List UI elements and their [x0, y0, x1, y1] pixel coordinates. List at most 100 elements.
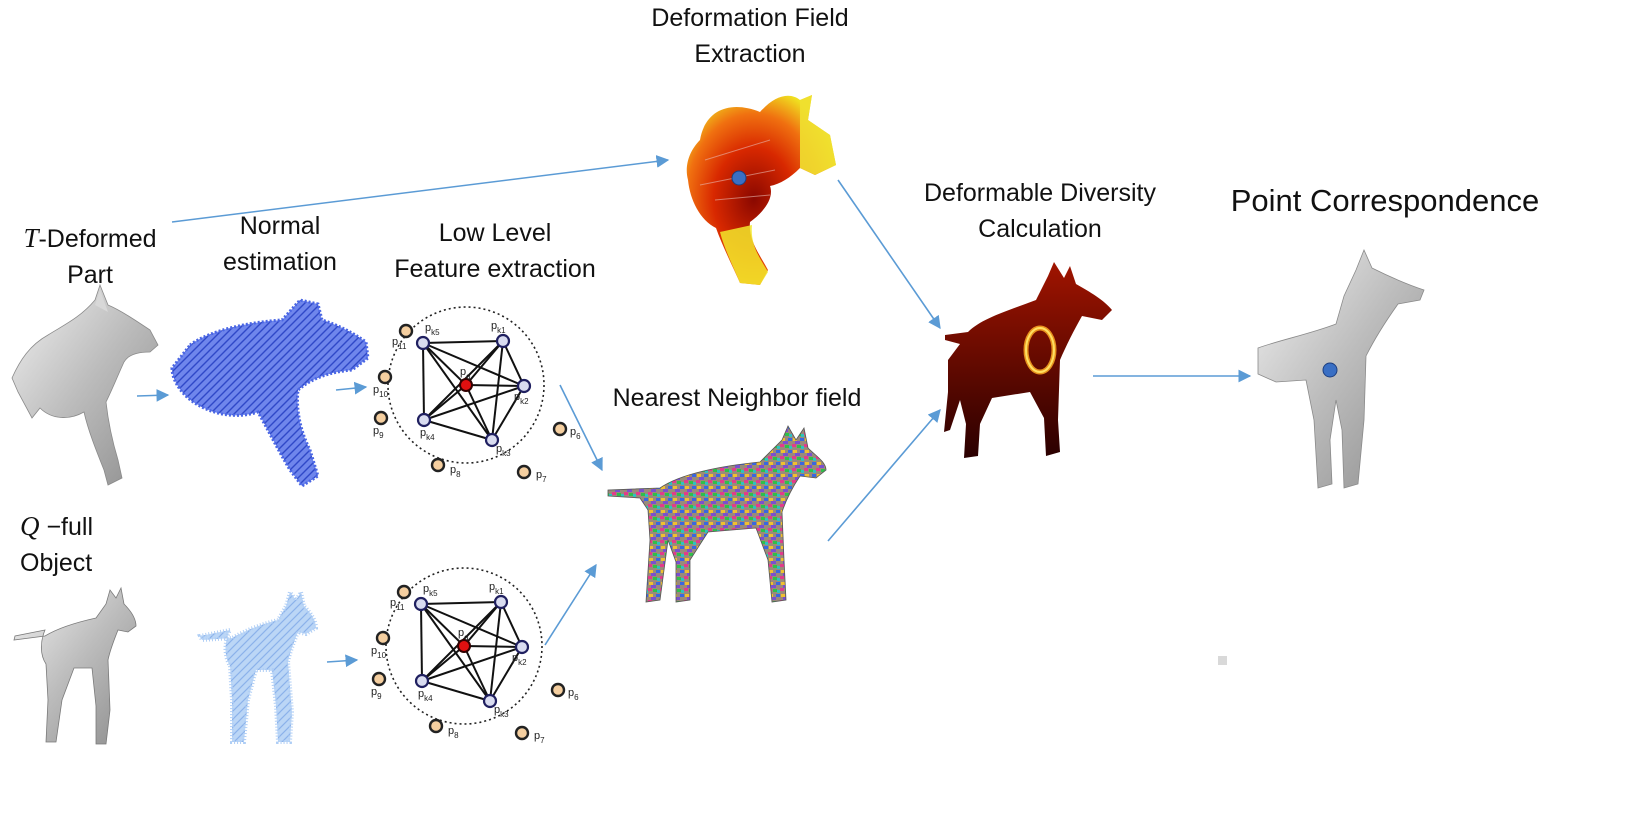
neighbor-node-k1 [493, 594, 509, 610]
low-level-label: Low Level Feature extraction [375, 215, 615, 287]
neighbor-label-k4-subscript: k4 [426, 433, 435, 442]
graph-edge [422, 342, 425, 421]
graph-edge [463, 645, 491, 702]
deformation-field-mesh [686, 95, 836, 285]
t-deformed-text: -Deformed [38, 225, 157, 253]
neighbor-label-k5: pk5 [423, 583, 438, 598]
graph-edge [420, 603, 465, 647]
query-node-label: pq [460, 366, 471, 381]
neighbor-label-k3: pk3 [494, 704, 509, 719]
outer-label-8: p8 [450, 464, 461, 479]
graph-edge [465, 340, 504, 386]
deformation-field-line1: Deformation Field [651, 4, 849, 32]
arrow-feature-bottom-to-nn [544, 563, 597, 646]
query-node [457, 639, 471, 653]
neighbor-node-k3 [482, 693, 498, 709]
outer-label-7-subscript: 7 [540, 736, 545, 745]
query-node [459, 378, 473, 392]
deformable-diversity-label: Deformable Diversity Calculation [905, 175, 1175, 247]
deformable-diversity-line2: Calculation [978, 215, 1102, 243]
outer-label-7: p7 [534, 730, 545, 745]
graph-edge [421, 680, 491, 702]
point-correspondence-mesh [1218, 248, 1425, 665]
outer-node-8 [428, 718, 444, 734]
normal-estimation-label: Normal estimation [200, 208, 360, 280]
graph-edge [420, 603, 523, 648]
graph-edge [421, 645, 465, 682]
neighbor-node-k2 [514, 639, 530, 655]
graph-edge [422, 342, 467, 386]
graph-edge [422, 340, 504, 344]
q-normal-mesh [197, 586, 319, 744]
neighborhood-boundary [387, 306, 545, 464]
outer-label-11-subscript: 11 [396, 603, 405, 612]
neighbor-node-k1 [495, 333, 511, 349]
q-full-line1: Q −full [20, 508, 160, 545]
correspondence-match-point [1322, 362, 1338, 378]
arrow-part-to-deformation [171, 155, 670, 223]
neighbor-label-k2-subscript: k2 [520, 397, 529, 406]
graph-edge [423, 384, 467, 421]
outer-node-10 [377, 369, 393, 385]
deformation-source-point [731, 170, 747, 186]
graph-edge [502, 340, 525, 387]
outer-node-11 [398, 323, 414, 339]
q-full-text: −full [39, 513, 94, 541]
low-level-line1: Low Level [438, 219, 552, 247]
outer-label-9-subscript: 9 [377, 692, 382, 701]
normal-line2: estimation [223, 248, 337, 276]
neighbor-node-k5 [413, 596, 429, 612]
outer-label-7-subscript: 7 [542, 475, 547, 484]
arrow-deformation-to-diversity [837, 179, 941, 330]
arrow-part-to-normal [136, 388, 170, 402]
outer-node-7 [516, 464, 532, 480]
graph-edge [463, 645, 523, 648]
query-node-label-subscript: q [466, 372, 470, 381]
stray-artifact [1218, 656, 1227, 665]
query-node-label: pq [458, 627, 469, 642]
nearest-neighbor-label: Nearest Neighbor field [592, 380, 882, 416]
arrow-object-normal-to-feature-bottom [326, 654, 359, 668]
outer-label-9-subscript: 9 [379, 431, 384, 440]
t-deformed-label: T-Deformed Part [0, 220, 180, 293]
graph-edge [420, 601, 502, 605]
neighbor-label-k3-subscript: k3 [502, 449, 511, 458]
q-full-line2: Object [20, 549, 93, 577]
outer-label-10: p10 [373, 384, 389, 399]
nearest-neighbor-mesh [607, 425, 827, 603]
t-variable: T [23, 223, 39, 253]
neighbor-node-k2 [516, 378, 532, 394]
outer-label-8-subscript: 8 [454, 731, 459, 740]
graph-edge [489, 601, 502, 702]
graph-edge [500, 601, 523, 648]
graph-edge [463, 601, 502, 647]
neighbor-label-k3-subscript: k3 [500, 710, 509, 719]
neighbor-label-k3: pk3 [496, 443, 511, 458]
outer-node-6 [550, 682, 566, 698]
feature-graph-bottom: pk1 pk2 pk3 pk4 pk5 pq p6 p7 p8 p9 p10 p11 [371, 567, 579, 745]
graph-edge [465, 384, 493, 441]
outer-label-11: p11 [390, 597, 405, 612]
neighbor-label-k5-subscript: k5 [429, 589, 438, 598]
neighbor-label-k1: pk1 [489, 581, 504, 596]
graph-edge [465, 384, 525, 387]
t-deformed-line2: Part [67, 261, 113, 289]
neighbor-label-k5-subscript: k5 [431, 328, 440, 337]
neighbor-label-k5: pk5 [425, 322, 440, 337]
deformable-diversity-mesh [944, 262, 1112, 458]
t-deformed-line1: T-Deformed [0, 220, 180, 257]
outer-node-11 [396, 584, 412, 600]
q-full-object-mesh [13, 586, 137, 745]
graph-edge [420, 603, 423, 682]
outer-label-6-subscript: 6 [574, 693, 579, 702]
neighbor-node-k4 [416, 412, 432, 428]
normal-estimation-mesh [170, 298, 370, 489]
graph-edge [491, 385, 525, 441]
outer-label-8: p8 [448, 725, 459, 740]
neighbor-node-k3 [484, 432, 500, 448]
deformation-field-label: Deformation Field Extraction [620, 0, 880, 72]
neighbor-label-k2: pk2 [512, 652, 527, 667]
point-correspondence-text: Point Correspondence [1230, 183, 1540, 218]
feature-graph-top: pk1 pk2 pk3 pk4 pk5 pq p6 p7 p8 p9 p10 p11 [373, 306, 581, 484]
graph-edge [422, 342, 525, 387]
